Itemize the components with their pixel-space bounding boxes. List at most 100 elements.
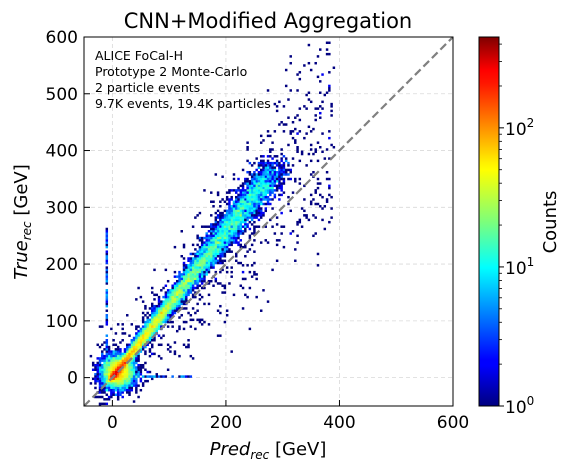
annotation-line-3: 2 particle events <box>95 80 200 95</box>
y-axis-label: Truerec [GeV] <box>11 164 34 280</box>
heatmap-cell <box>198 211 202 215</box>
heatmap-cell <box>114 361 118 365</box>
heatmap-cell <box>121 323 124 326</box>
heatmap-cell <box>98 384 102 387</box>
heatmap-cell <box>105 334 109 337</box>
heatmap-cell <box>255 182 258 185</box>
heatmap-cell <box>173 282 177 285</box>
heatmap-cell <box>232 241 236 244</box>
heatmap-cell <box>309 193 313 197</box>
heatmap-cell <box>107 382 111 385</box>
heatmap-cell <box>207 293 211 297</box>
heatmap-cell <box>150 352 154 356</box>
heatmap-cell <box>105 268 109 272</box>
heatmap-cell <box>135 370 138 374</box>
heatmap-cell <box>225 227 229 231</box>
heatmap-cell <box>314 232 317 235</box>
heatmap-cell <box>194 268 197 272</box>
heatmap-cell <box>278 198 281 201</box>
heatmap-cell <box>114 375 118 378</box>
heatmap-cell <box>273 102 277 106</box>
heatmap-cell <box>241 214 245 217</box>
heatmap-cell <box>105 345 109 349</box>
heatmap-cell <box>257 182 261 185</box>
heatmap-cell <box>235 198 238 201</box>
heatmap-cell <box>150 334 154 337</box>
heatmap-cell <box>203 277 206 281</box>
heatmap-cell <box>275 109 279 113</box>
heatmap-cell <box>126 391 129 394</box>
heatmap-cell <box>223 218 227 222</box>
heatmap-cell <box>200 245 204 249</box>
colorbar <box>478 36 500 407</box>
heatmap-cell <box>246 223 249 226</box>
heatmap-cell <box>239 214 243 217</box>
heatmap-cell <box>121 382 124 385</box>
heatmap-cell <box>225 239 229 242</box>
heatmap-cell <box>214 220 218 224</box>
heatmap-cell <box>103 373 106 376</box>
heatmap-cell <box>153 325 156 328</box>
heatmap-cell <box>105 368 109 371</box>
heatmap-cell <box>103 341 106 344</box>
heatmap-cell <box>269 173 272 176</box>
heatmap-cell <box>132 357 136 360</box>
heatmap-cell <box>185 282 188 285</box>
heatmap-cell <box>107 361 111 365</box>
heatmap-cell <box>230 275 233 278</box>
heatmap-cell <box>235 218 238 222</box>
heatmap-cell <box>96 357 99 360</box>
heatmap-cell <box>296 73 299 76</box>
heatmap-cell <box>248 186 252 190</box>
heatmap-cell <box>221 230 224 233</box>
heatmap-cell <box>321 207 324 210</box>
heatmap-cell <box>148 354 152 358</box>
heatmap-cell <box>257 200 261 203</box>
heatmap-cell <box>230 236 233 240</box>
heatmap-cell <box>246 216 249 219</box>
heatmap-cell <box>196 318 199 322</box>
heatmap-cell <box>273 177 277 181</box>
heatmap-cell <box>119 348 122 351</box>
heatmap-cell <box>153 309 156 312</box>
heatmap-cell <box>196 286 199 290</box>
heatmap-cell <box>150 377 154 381</box>
heatmap-cell <box>132 341 136 344</box>
heatmap-cell <box>189 264 193 267</box>
heatmap-cell <box>284 84 288 88</box>
heatmap-cell <box>121 384 124 387</box>
heatmap-cell <box>235 211 238 215</box>
heatmap-cell <box>141 329 145 333</box>
heatmap-cell <box>221 236 224 240</box>
heatmap-cell <box>257 195 261 199</box>
heatmap-cell <box>298 71 302 74</box>
heatmap-cell <box>135 366 138 369</box>
heatmap-cell <box>121 339 124 342</box>
heatmap-cell <box>262 186 265 190</box>
heatmap-cell <box>232 216 236 219</box>
heatmap-cell <box>107 354 111 358</box>
heatmap-cell <box>171 314 174 317</box>
heatmap-cell <box>135 341 138 344</box>
heatmap-cell <box>205 268 208 272</box>
heatmap-cell <box>178 327 181 331</box>
heatmap-cell <box>273 175 277 178</box>
heatmap-cell <box>280 152 283 156</box>
heatmap-cell <box>257 202 261 206</box>
heatmap-cell <box>126 373 129 376</box>
heatmap-cell <box>160 304 163 308</box>
heatmap-cell <box>237 200 240 203</box>
heatmap-cell <box>210 241 213 244</box>
heatmap-cell <box>330 114 333 117</box>
heatmap-cell <box>253 227 256 231</box>
heatmap-cell <box>210 279 213 283</box>
heatmap-cell <box>289 177 292 181</box>
heatmap-cell <box>255 193 258 197</box>
heatmap-cell <box>137 332 140 335</box>
heatmap-cell <box>141 336 145 340</box>
heatmap-cell <box>309 200 313 203</box>
heatmap-cell <box>166 343 170 347</box>
heatmap-cell <box>135 332 138 335</box>
heatmap-cell <box>266 130 270 133</box>
heatmap-cell <box>305 132 308 135</box>
